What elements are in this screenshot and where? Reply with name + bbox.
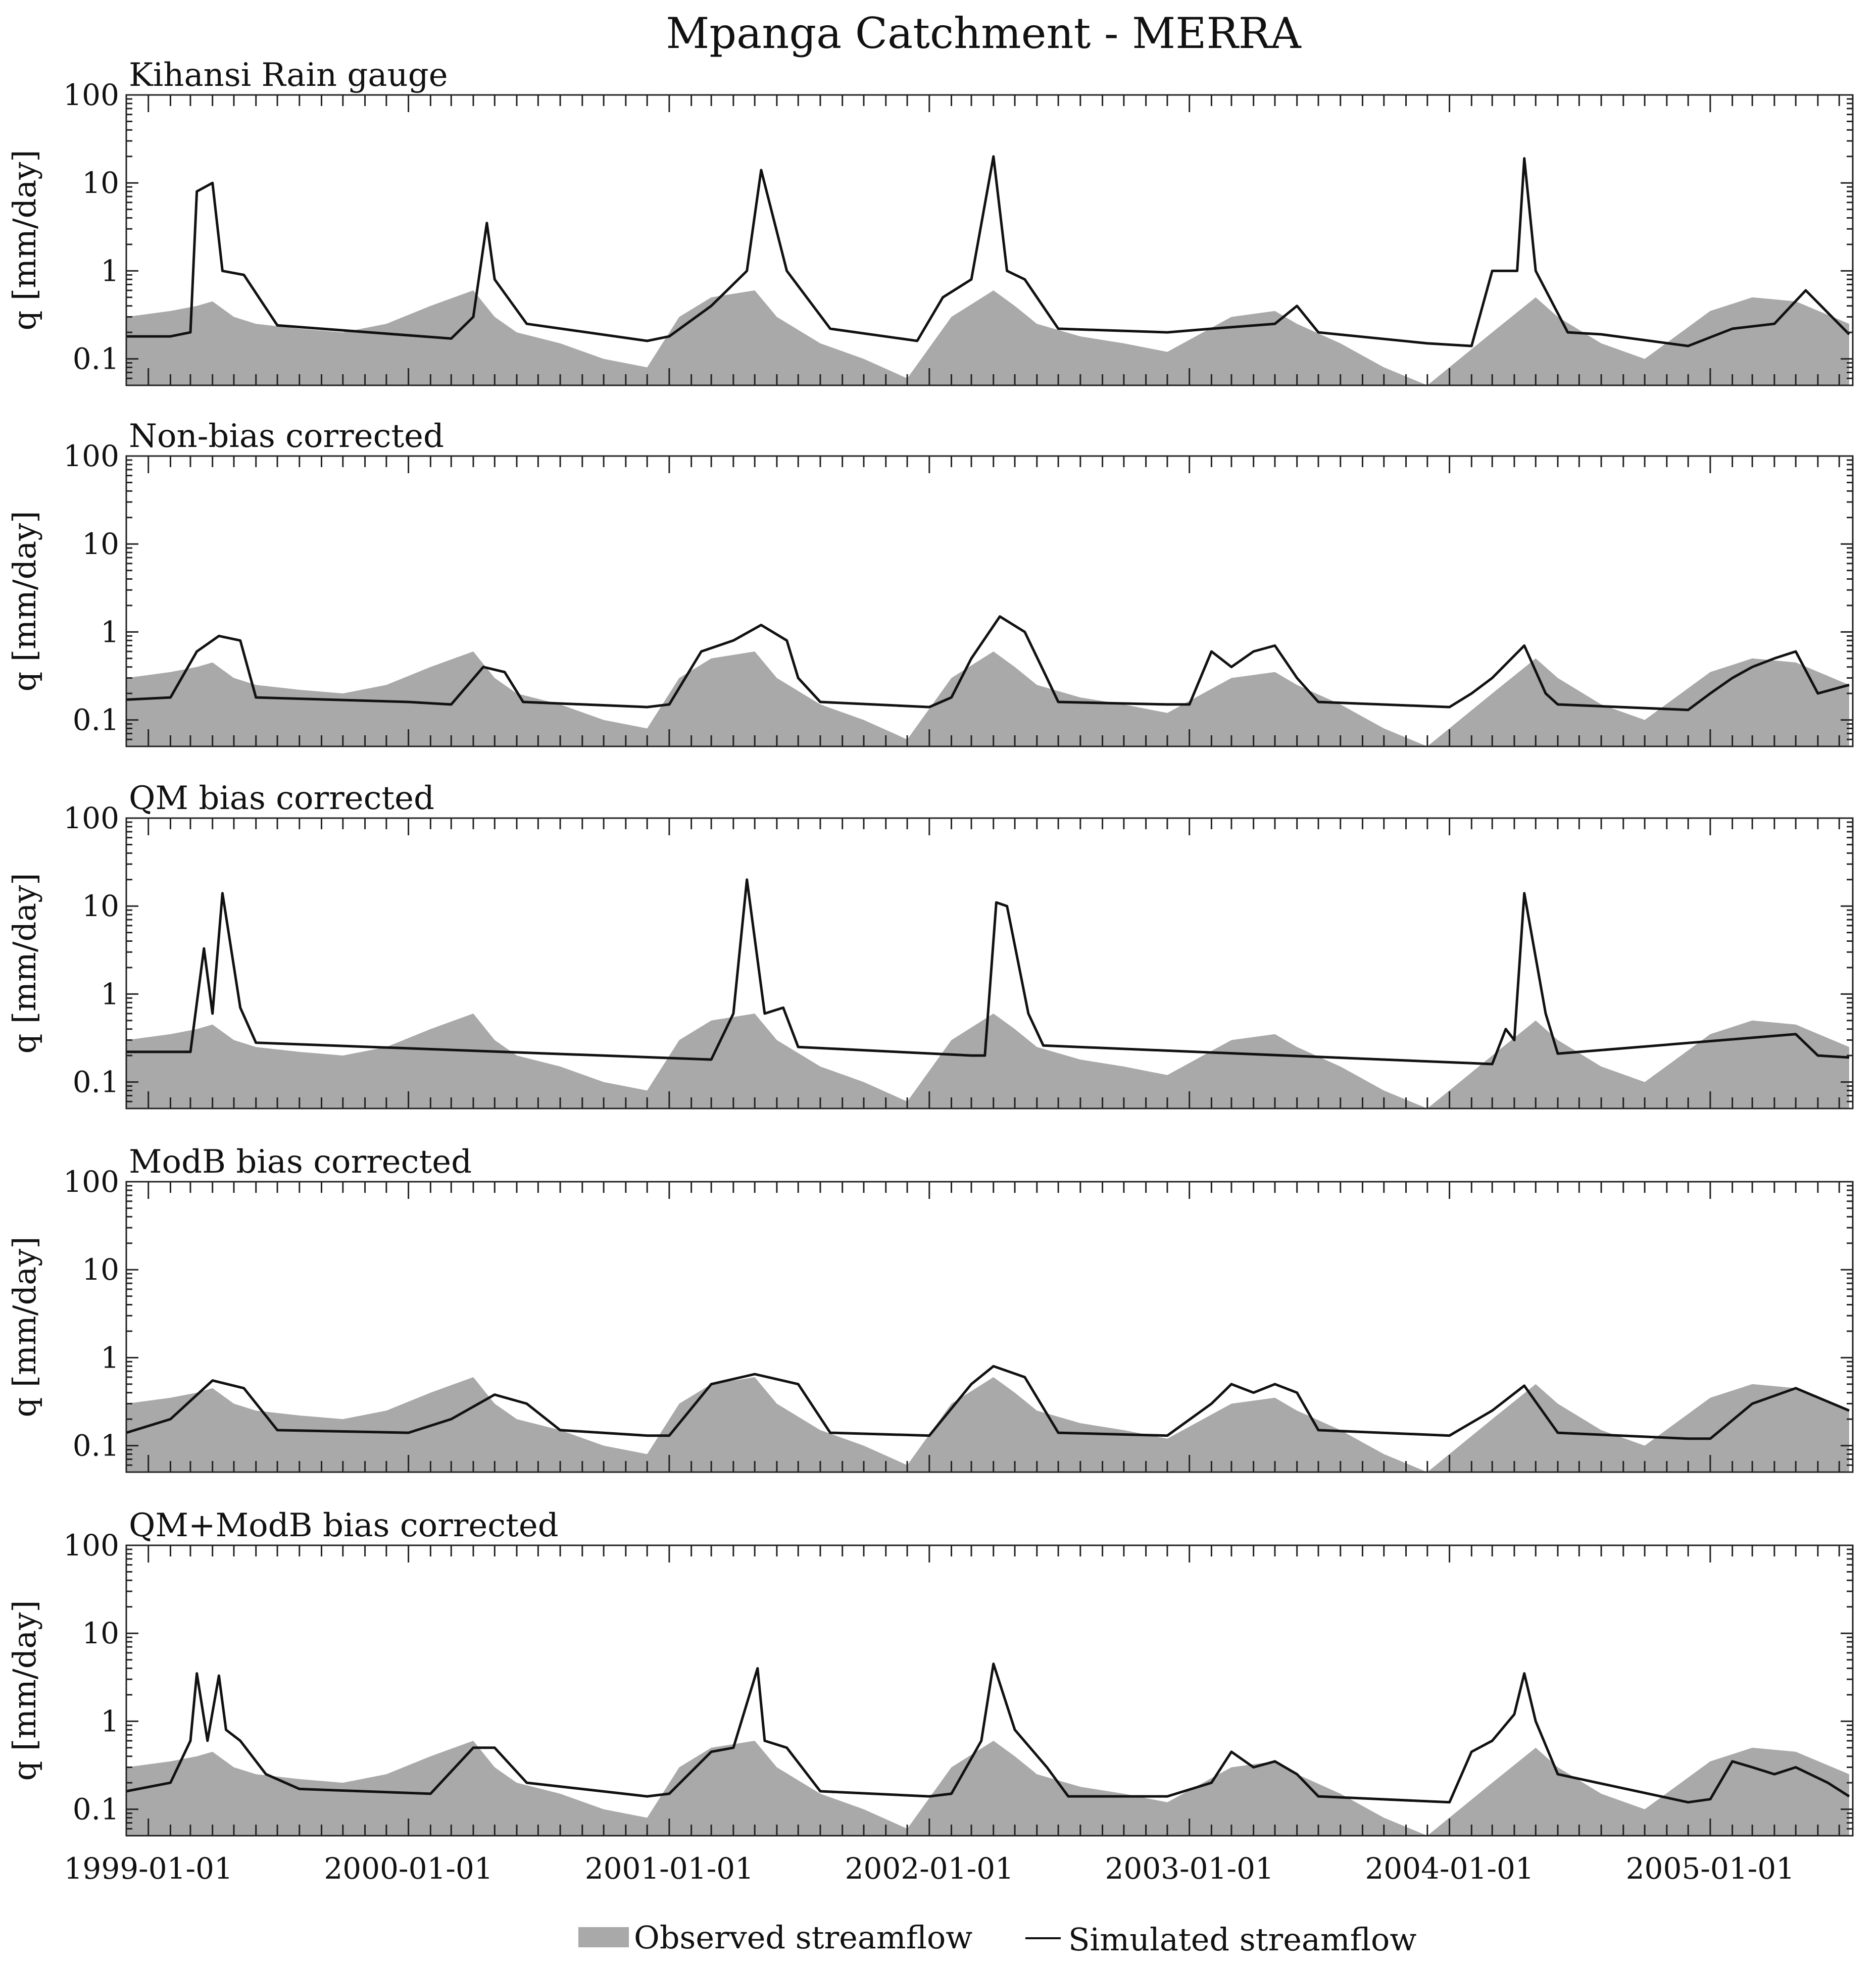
plot-frame — [125, 94, 1854, 386]
y-tick-label: 10 — [82, 166, 119, 200]
x-tick-label: 2004-01-01 — [1365, 1851, 1534, 1886]
observed-streamflow-area — [126, 1377, 1849, 1472]
panel-2: Non-bias corrected q [mm/day] 0.1 1 10 100 — [6, 418, 1854, 747]
legend-simulated-label: Simulated streamflow — [1068, 1921, 1416, 1958]
y-tick-label: 10 — [82, 889, 119, 923]
y-axis-label: q [mm/day] — [6, 511, 43, 692]
y-axis-label: q [mm/day] — [6, 1237, 43, 1418]
plot-frame — [125, 1181, 1854, 1473]
y-tick-label: 100 — [63, 439, 119, 473]
y-tick-label: 100 — [63, 1165, 119, 1199]
panel-title: QM+ModB bias corrected — [129, 1507, 559, 1544]
observed-streamflow-area — [126, 290, 1849, 385]
panel-title: Non-bias corrected — [129, 418, 444, 455]
x-tick-label: 2001-01-01 — [585, 1851, 754, 1886]
y-tick-label: 0.1 — [73, 342, 119, 376]
plot-frame — [125, 817, 1854, 1110]
plot-frame — [125, 1544, 1854, 1837]
x-tick-label: 2002-01-01 — [845, 1851, 1014, 1886]
y-tick-label: 1 — [101, 615, 119, 649]
simulated-streamflow-line — [126, 155, 1850, 347]
simulated-streamflow-line — [126, 878, 1850, 1066]
y-tick-label: 100 — [63, 801, 119, 835]
x-tick-label: 2003-01-01 — [1105, 1851, 1273, 1886]
figure-title: Mpanga Catchment - MERRA — [666, 9, 1302, 58]
y-tick-label: 1 — [101, 1340, 119, 1375]
panel-1: Kihansi Rain gauge q [mm/day] 0.1 1 10 100 — [6, 57, 1854, 386]
y-tick-label: 0.1 — [73, 1065, 119, 1099]
panel-title: ModB bias corrected — [129, 1143, 472, 1181]
simulated-streamflow-line — [126, 1365, 1850, 1440]
y-tick-label: 10 — [82, 527, 119, 561]
simulated-streamflow-line — [126, 1662, 1850, 1804]
y-tick-label: 10 — [82, 1252, 119, 1287]
y-tick-label: 0.1 — [73, 1429, 119, 1463]
y-tick-label: 0.1 — [73, 1792, 119, 1827]
y-axis-label: q [mm/day] — [6, 873, 43, 1054]
observed-streamflow-area — [126, 651, 1849, 746]
y-tick-label: 1 — [101, 977, 119, 1011]
simulated-streamflow-line — [126, 615, 1850, 712]
observed-streamflow-area — [126, 1014, 1849, 1108]
panel-title: Kihansi Rain gauge — [129, 57, 448, 94]
x-tick-label: 1999-01-01 — [64, 1851, 233, 1886]
x-tick-label: 2005-01-01 — [1626, 1851, 1795, 1886]
legend-observed-swatch — [578, 1927, 629, 1947]
y-tick-label: 100 — [63, 78, 119, 112]
panel-5: QM+ModB bias corrected q [mm/day] 0.1 1 10 10… — [6, 1507, 1854, 1886]
y-tick-label: 10 — [82, 1616, 119, 1650]
y-axis-label: q [mm/day] — [6, 150, 43, 331]
plot-frame — [125, 455, 1854, 747]
observed-streamflow-area — [126, 1741, 1849, 1836]
y-axis-label: q [mm/day] — [6, 1600, 43, 1781]
panel-title: QM bias corrected — [129, 780, 434, 817]
legend-observed-label: Observed streamflow — [634, 1919, 972, 1956]
y-tick-label: 1 — [101, 1704, 119, 1738]
panel-3: QM bias corrected q [mm/day] 0.1 1 10 100 — [6, 780, 1854, 1110]
legend: Observed streamflow Simulated streamflow — [578, 1919, 1416, 1958]
y-tick-label: 1 — [101, 254, 119, 288]
x-tick-label: 2000-01-01 — [324, 1851, 492, 1886]
y-tick-label: 100 — [63, 1528, 119, 1562]
y-tick-label: 0.1 — [73, 703, 119, 737]
panel-4: ModB bias corrected q [mm/day] 0.1 1 10 100 — [6, 1143, 1854, 1473]
